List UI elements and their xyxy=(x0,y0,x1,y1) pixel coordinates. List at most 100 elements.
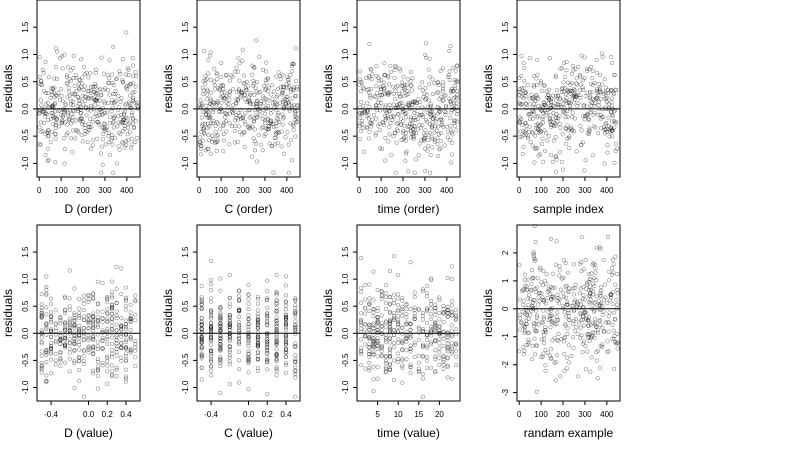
data-point xyxy=(283,316,289,322)
data-point xyxy=(449,341,454,346)
data-point xyxy=(359,118,364,123)
data-point xyxy=(102,122,107,127)
data-point xyxy=(227,301,232,306)
data-point xyxy=(590,75,595,81)
data-point xyxy=(557,301,562,306)
data-point xyxy=(80,139,85,144)
data-point xyxy=(534,315,539,320)
data-point xyxy=(452,101,457,106)
data-point xyxy=(71,53,76,59)
data-point xyxy=(289,158,295,163)
data-point xyxy=(209,299,214,304)
data-point xyxy=(396,329,401,334)
data-point xyxy=(393,97,398,102)
data-point xyxy=(387,330,393,335)
data-point xyxy=(38,98,43,103)
data-point xyxy=(439,131,444,136)
data-point xyxy=(274,318,279,323)
data-point xyxy=(533,94,538,99)
data-point xyxy=(116,144,121,149)
data-point xyxy=(283,314,289,319)
data-point xyxy=(72,339,77,344)
data-point xyxy=(408,335,413,340)
data-point xyxy=(585,349,590,354)
data-point xyxy=(401,128,406,133)
data-point xyxy=(357,124,362,129)
data-point xyxy=(612,72,617,78)
data-point xyxy=(437,341,442,346)
data-point xyxy=(551,138,556,143)
data-point xyxy=(274,373,279,378)
data-point xyxy=(86,294,91,299)
data-point xyxy=(100,162,105,167)
data-point xyxy=(586,315,592,320)
data-point xyxy=(570,88,575,93)
data-point xyxy=(564,92,569,97)
data-point xyxy=(438,146,443,151)
data-point xyxy=(441,359,446,364)
data-point xyxy=(237,294,242,299)
data-point xyxy=(396,296,401,301)
data-point xyxy=(120,117,126,122)
data-point xyxy=(441,124,446,129)
data-point xyxy=(590,262,595,267)
data-point xyxy=(526,292,531,297)
data-point xyxy=(125,66,131,71)
data-point xyxy=(234,96,239,101)
data-point xyxy=(594,58,599,63)
data-point xyxy=(367,296,372,301)
data-point xyxy=(601,297,607,302)
data-point xyxy=(92,114,97,119)
data-point xyxy=(109,351,114,357)
data-point xyxy=(109,307,114,312)
data-point xyxy=(44,350,49,356)
data-point xyxy=(260,148,265,153)
data-point xyxy=(614,119,619,124)
data-point xyxy=(293,134,298,139)
data-point xyxy=(562,74,568,79)
data-point xyxy=(400,340,405,345)
data-point xyxy=(387,125,392,130)
data-point xyxy=(109,289,114,294)
data-point xyxy=(105,311,110,316)
data-point xyxy=(241,81,246,86)
data-point xyxy=(111,170,116,175)
data-point xyxy=(285,130,290,135)
data-point xyxy=(262,133,267,139)
data-point xyxy=(561,61,566,66)
data-point xyxy=(367,282,372,287)
data-point xyxy=(67,337,72,342)
data-point xyxy=(433,308,438,313)
data-point xyxy=(607,298,612,303)
data-point xyxy=(114,328,119,333)
data-point xyxy=(246,370,251,375)
data-point xyxy=(412,340,417,345)
data-point xyxy=(454,96,460,101)
data-point xyxy=(77,296,82,302)
data-point xyxy=(453,118,458,123)
data-point xyxy=(106,100,111,106)
data-point xyxy=(520,151,525,156)
data-point xyxy=(120,57,125,62)
data-point xyxy=(455,64,460,69)
data-point xyxy=(522,330,527,335)
data-point xyxy=(109,374,114,379)
data-point xyxy=(533,239,538,245)
data-point xyxy=(283,323,289,328)
data-point xyxy=(597,365,603,370)
data-point xyxy=(452,77,457,82)
data-point xyxy=(255,366,260,371)
data-point xyxy=(417,112,422,118)
data-point xyxy=(522,277,527,282)
data-point xyxy=(517,262,522,268)
data-point xyxy=(199,337,204,342)
data-point xyxy=(609,54,614,60)
data-point xyxy=(256,132,261,138)
data-point xyxy=(123,337,128,342)
data-point xyxy=(445,314,450,320)
data-point xyxy=(237,78,242,83)
data-point xyxy=(290,104,295,109)
data-point xyxy=(400,348,405,353)
data-point xyxy=(377,92,382,98)
data-point xyxy=(582,168,587,173)
